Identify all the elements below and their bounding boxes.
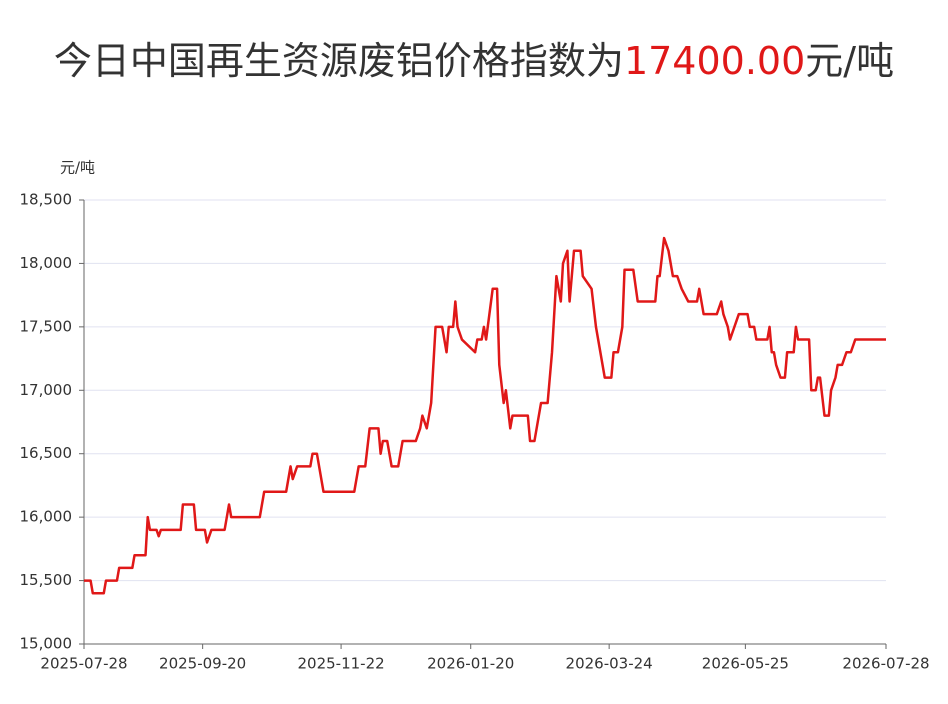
y-tick-label: 18,500 [20,191,73,209]
y-tick-label: 16,500 [20,444,73,462]
y-tick-label: 17,000 [20,381,73,399]
y-tick-label: 17,500 [20,317,73,335]
y-tick-label: 15,500 [20,571,73,589]
x-tick-label: 2025-11-22 [297,655,384,673]
title-prefix: 今日中国再生资源废铝价格指数为 [53,39,624,83]
title-suffix: 元/吨 [805,39,895,83]
x-tick-label: 2026-03-24 [566,655,653,673]
x-tick-label: 2025-09-20 [159,655,246,673]
y-tick-label: 15,000 [20,635,73,653]
chart-title: 今日中国再生资源废铝价格指数为17400.00元/吨 [0,30,948,85]
x-tick-label: 2026-01-20 [427,655,514,673]
title-value: 17400.00 [623,39,806,83]
y-tick-label: 16,000 [20,508,73,526]
y-axis-label: 元/吨 [60,159,95,177]
x-tick-label: 2025-07-28 [40,655,127,673]
x-tick-label: 2026-05-25 [702,655,789,673]
y-tick-label: 18,000 [20,254,73,272]
x-tick-label: 2026-07-28 [842,655,929,673]
price-line [84,236,886,595]
